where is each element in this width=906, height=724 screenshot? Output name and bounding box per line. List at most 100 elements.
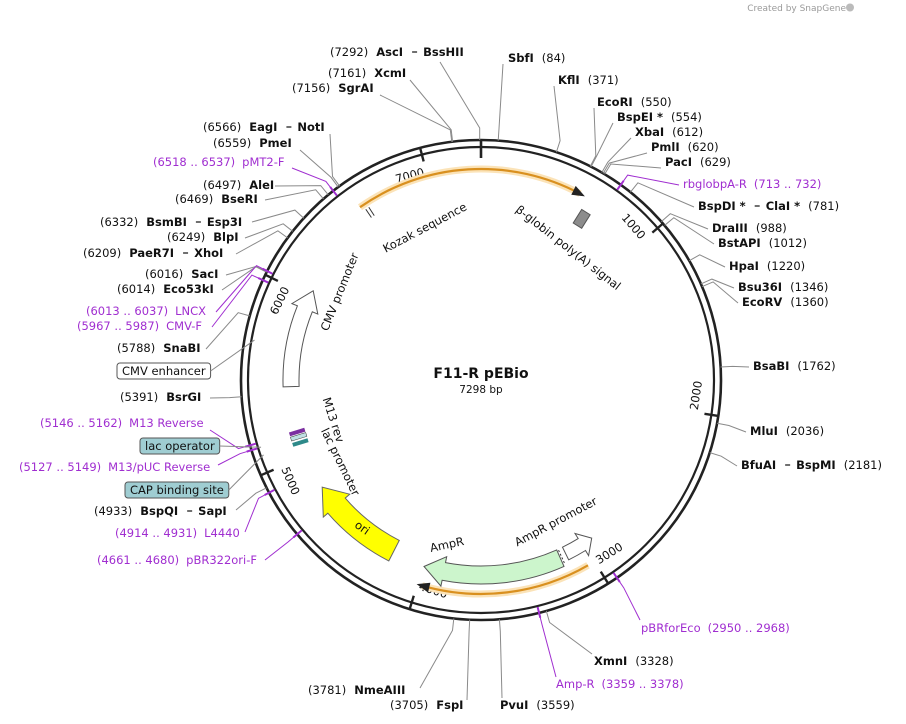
feature-leader [210,339,255,372]
enzyme-name: PacI [665,155,692,169]
enzyme-name: BspEI * [617,110,663,124]
site-position: (1762) [797,359,835,373]
site-leader [439,61,481,140]
orf-arc [421,564,589,596]
primer-site [262,267,273,275]
site-leader [553,85,561,153]
site-position: (4933) [94,504,132,518]
enzyme-name: Esp3I [207,215,242,229]
cmv-promoter [282,290,319,388]
primer-label: M13/pUC Reverse [108,460,210,474]
site-position: (3328) [635,654,673,668]
primer-label: (6013 .. 6037) [86,304,168,318]
primer-site [612,572,621,583]
logo [846,3,854,12]
site-leader [545,610,593,655]
site-leader [379,94,453,142]
primer-label: rbglobpA-R [683,177,747,191]
site-position: (6559) [213,136,251,150]
enzyme-name: NmeAIII [354,683,405,697]
site-leader [498,619,503,699]
primer-site [257,277,269,284]
primer-label: (5127 .. 5149) [19,460,101,474]
site-position: (6497) [203,178,241,192]
site-leader [689,254,726,268]
primer-label: pBRforEco [641,621,701,635]
scale-tick [408,595,415,610]
site-leader [205,312,250,350]
site-leader [235,487,267,511]
primer-leader [620,174,680,186]
lac-promoter-site [292,438,309,447]
enzyme-name: BfuAI [741,458,776,472]
orf-arc [359,167,581,209]
map-name: F11-R pEBio [433,366,529,382]
site-leader [264,189,324,201]
enzyme-name: FspI [436,698,463,712]
site-position: (1220) [767,259,805,273]
site-position: (3705) [390,698,428,712]
enzyme-name: SnaBI [163,341,200,355]
site-position: (554) [671,110,702,124]
feature-box-label: CAP binding site [130,483,224,497]
polya-signal [572,208,591,229]
scale-label: 5000 [278,465,302,497]
enzyme-name: BsaBI [753,359,789,373]
scale-tick [704,412,719,418]
site-leader [602,152,648,174]
primer-leader [244,492,270,533]
enzyme-name: EagI [249,120,277,134]
feature-box-label: lac operator [145,439,215,453]
site-leader [251,209,305,223]
enzyme-name: BlpI [213,230,238,244]
enzyme-name: SacI [191,267,218,281]
enzyme-name: BseRI [221,192,258,206]
enzyme-name: PmeI [259,136,292,150]
scale-label: 3000 [593,540,625,567]
map-length: 7298 bp [459,384,503,396]
primer-label: (5967 .. 5987) [77,319,159,333]
site-leader [590,122,614,167]
site-leader [409,79,454,142]
primer-label: (2950 .. 2968) [708,621,790,635]
m13-rev-site [288,427,306,437]
kozak-mark [365,208,372,218]
primer-label: (4914 .. 4931) [115,526,197,540]
site-leader [660,213,709,230]
site-position: (550) [641,95,672,109]
enzyme-name: PmlI [651,140,680,154]
primer-leader [264,533,298,561]
feature-leader [228,454,264,491]
enzyme-name: BspQI [140,504,178,518]
scale-tick [418,147,425,162]
enzyme-name: BsmBI [146,215,187,229]
site-leader [209,396,242,399]
site-position: (7156) [292,81,330,95]
primer-site [264,488,275,496]
primer-site [329,186,338,197]
enzyme-name: BspMI [796,458,836,472]
site-leader [497,63,504,141]
enzyme-name: BstAPI [718,236,761,250]
scale-label: 6000 [267,284,292,316]
enzyme-name: XmnI [594,654,627,668]
scale-tick [599,571,610,585]
site-position: (6566) [203,120,241,134]
primer-leader [217,449,252,466]
feature-label: Kozak sequence [380,200,469,256]
site-position: (612) [672,125,703,139]
site-leader [244,223,294,239]
primer-site [536,606,542,618]
site-position: (371) [588,73,619,87]
site-leader [299,149,339,188]
site-position: (6014) [117,282,155,296]
site-leader [630,182,695,208]
enzyme-name: ClaI * [766,199,800,213]
site-leader [664,217,715,245]
site-leader [419,618,455,689]
enzyme-name: SgrAI [338,81,373,95]
site-position: (781) [808,199,839,213]
enzyme-name: XhoI [194,246,223,260]
